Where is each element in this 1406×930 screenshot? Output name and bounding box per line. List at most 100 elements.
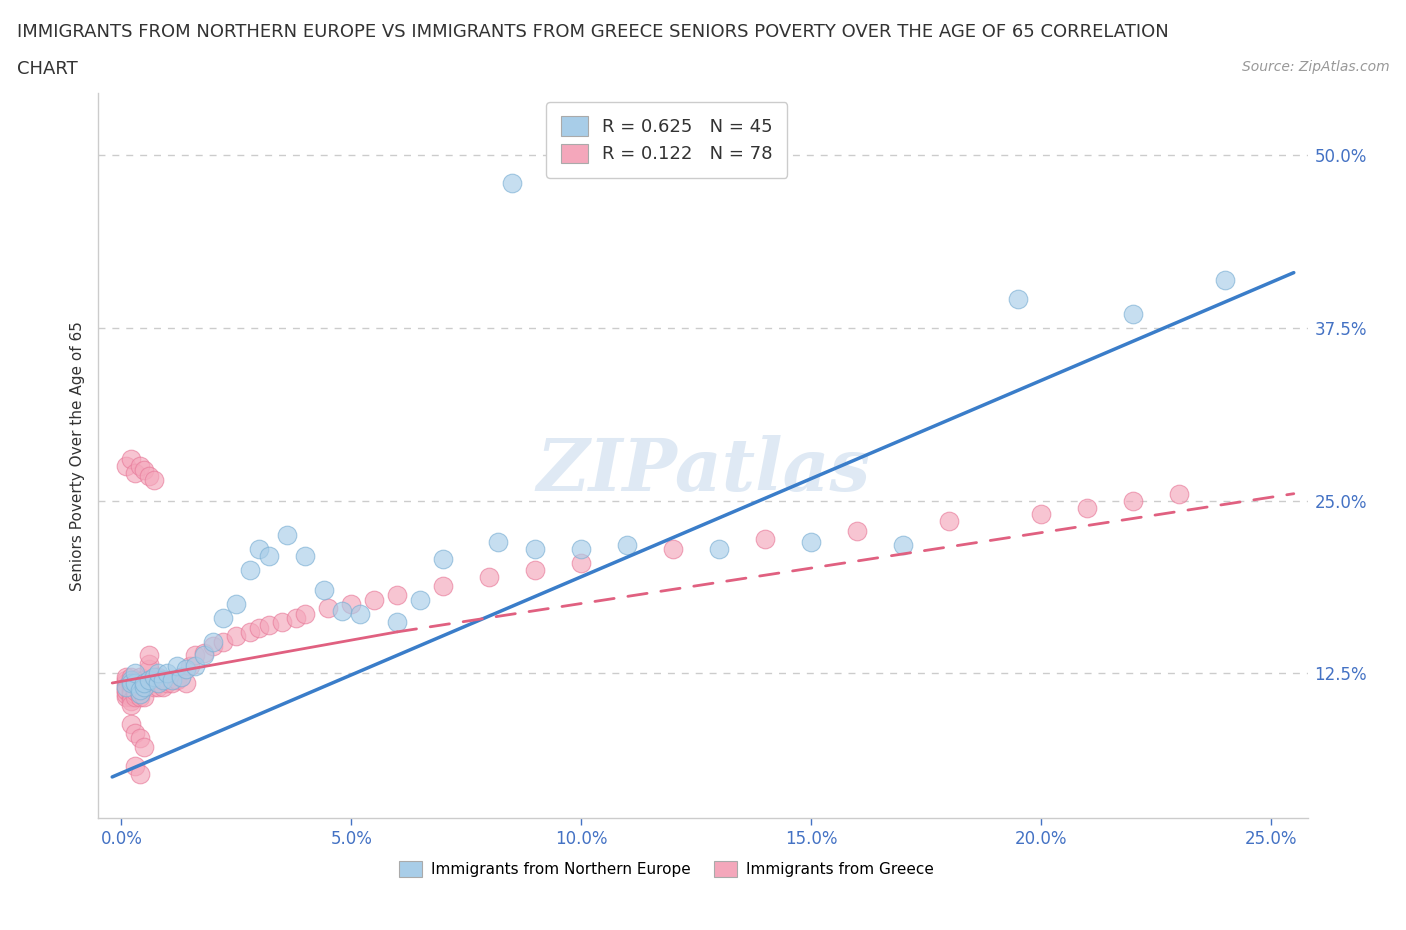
Point [891,538,914,552]
Point [211,611,233,626]
Point [142,472,165,487]
Point [387,615,409,630]
Point [115,458,138,473]
Point [124,675,146,690]
Point [115,683,138,698]
Point [138,648,160,663]
Point [142,675,165,690]
Point [312,583,335,598]
Text: ZIPatlas: ZIPatlas [536,434,870,506]
Point [271,615,294,630]
Point [142,680,165,695]
Point [120,672,142,687]
Point [616,538,638,552]
Point [179,659,201,674]
Point [170,670,193,684]
Point [148,675,170,690]
Point [134,680,156,695]
Point [138,469,160,484]
Text: Source: ZipAtlas.com: Source: ZipAtlas.com [1241,60,1389,74]
Point [316,601,339,616]
Point [120,698,142,712]
Point [184,648,207,663]
Point [128,766,150,781]
Point [115,675,138,690]
Point [120,686,142,701]
Point [138,662,160,677]
Point [138,657,160,671]
Point [202,638,225,653]
Point [1076,500,1098,515]
Point [846,524,869,538]
Point [156,666,179,681]
Point [239,624,262,639]
Point [294,606,316,621]
Point [257,549,280,564]
Point [128,458,150,473]
Point [128,686,150,701]
Point [124,684,146,698]
Point [152,672,174,687]
Point [115,686,138,701]
Point [340,597,363,612]
Point [134,672,156,687]
Point [707,541,730,556]
Point [211,634,233,649]
Point [124,689,146,704]
Point [120,684,142,698]
Point [115,680,138,695]
Point [120,694,142,709]
Point [148,666,170,681]
Point [115,680,138,695]
Point [276,527,298,542]
Point [349,606,371,621]
Point [120,675,142,690]
Point [569,541,592,556]
Point [193,645,215,660]
Point [202,634,225,649]
Point [160,675,183,690]
Y-axis label: Seniors Poverty Over the Age of 65: Seniors Poverty Over the Age of 65 [70,321,86,591]
Point [166,659,188,674]
Point [409,592,432,607]
Point [120,689,142,704]
Text: IMMIGRANTS FROM NORTHERN EUROPE VS IMMIGRANTS FROM GREECE SENIORS POVERTY OVER T: IMMIGRANTS FROM NORTHERN EUROPE VS IMMIG… [17,23,1168,41]
Point [1029,507,1052,522]
Point [569,555,592,570]
Point [662,541,685,556]
Point [285,611,308,626]
Point [128,670,150,684]
Point [134,675,156,690]
Point [247,541,270,556]
Point [239,563,262,578]
Point [1167,486,1189,501]
Point [124,672,146,687]
Point [174,675,197,690]
Point [754,532,776,547]
Point [120,672,142,687]
Text: CHART: CHART [17,60,77,78]
Point [152,680,174,695]
Point [152,672,174,687]
Point [166,672,188,687]
Point [115,670,138,684]
Point [124,675,146,690]
Point [184,659,207,674]
Point [478,569,501,584]
Point [363,592,385,607]
Point [128,686,150,701]
Point [1122,493,1144,508]
Point [156,672,179,687]
Point [142,670,165,684]
Point [148,670,170,684]
Point [148,680,170,695]
Point [225,597,247,612]
Point [501,176,523,191]
Point [128,683,150,698]
Point [138,672,160,687]
Point [257,618,280,632]
Point [134,739,156,754]
Point [124,666,146,681]
Point [128,731,150,746]
Point [124,725,146,740]
